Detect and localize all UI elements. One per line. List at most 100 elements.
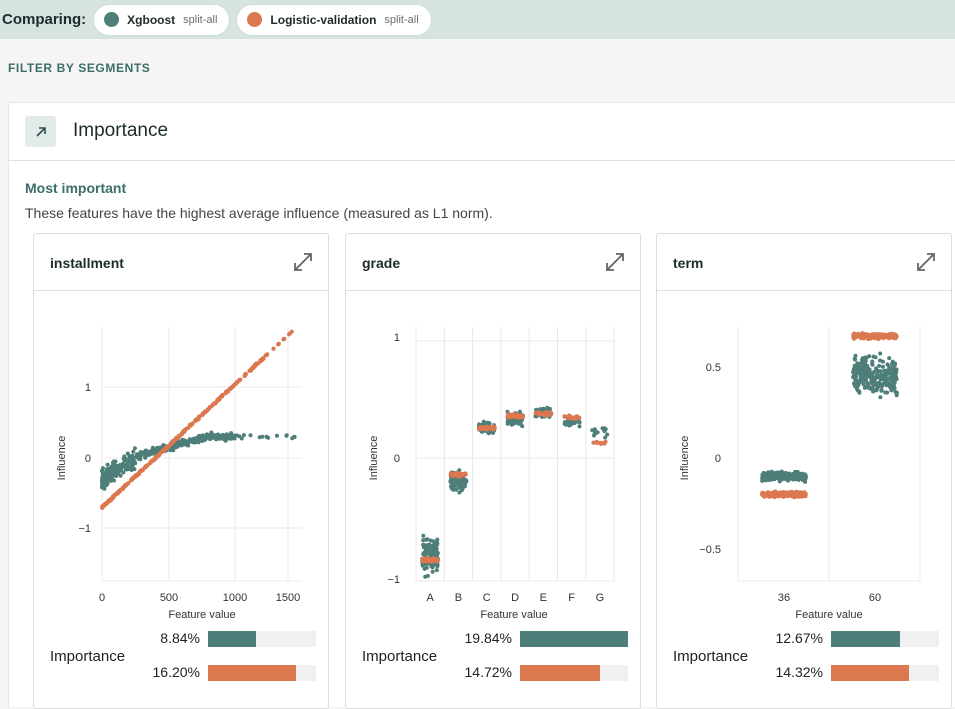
x-tick-label: 1000 (223, 592, 247, 604)
data-point (464, 479, 468, 484)
data-point (290, 436, 295, 441)
data-point (803, 479, 808, 484)
data-point (170, 439, 175, 444)
data-point (213, 437, 218, 442)
data-point (878, 395, 883, 400)
y-tick-label: −1 (387, 574, 400, 586)
data-point (111, 465, 116, 470)
xgboost-importance-bar (520, 631, 628, 647)
data-point (235, 379, 240, 384)
data-point (878, 358, 882, 363)
data-point (148, 460, 153, 465)
data-point (889, 375, 894, 380)
model-pill-xgboost[interactable]: Xgboost split-all (94, 4, 230, 35)
filter-by-segments-link[interactable]: FILTER BY SEGMENTS (8, 61, 151, 75)
data-point (141, 450, 146, 455)
x-axis-label: Feature value (480, 609, 547, 621)
scatter-points (100, 329, 297, 510)
data-point (778, 493, 783, 498)
data-point (137, 452, 142, 457)
data-point (577, 419, 582, 424)
data-point (451, 487, 456, 492)
data-point (876, 369, 881, 374)
card-header: term (657, 234, 951, 291)
data-point (803, 476, 808, 481)
importance-label: Importance (673, 648, 749, 665)
data-point (424, 537, 428, 542)
data-point (857, 332, 862, 337)
data-point (865, 370, 870, 375)
data-point (215, 399, 220, 404)
section-title: Most important (25, 180, 127, 196)
logistic-importance-value: 16.20% (152, 664, 200, 680)
data-point (547, 411, 552, 416)
data-point (874, 366, 878, 371)
data-point (869, 333, 874, 338)
data-point (485, 420, 490, 425)
x-tick-labels: A B C D E F G (426, 592, 604, 604)
panel-header: Importance (9, 103, 955, 161)
data-point (457, 478, 462, 483)
x-tick-label: G (596, 592, 605, 604)
data-point (223, 390, 228, 395)
data-point (454, 487, 459, 492)
bar-fill (208, 665, 297, 681)
data-point (864, 384, 869, 389)
arrow-up-right-icon[interactable] (25, 116, 56, 147)
data-point (795, 492, 800, 497)
data-point (127, 455, 132, 460)
data-point (886, 364, 891, 369)
data-point (264, 434, 269, 439)
data-point (803, 473, 808, 478)
data-point (152, 457, 157, 462)
data-point (515, 419, 520, 424)
data-point (241, 433, 246, 438)
data-point (249, 368, 254, 373)
x-tick-label: 1500 (276, 592, 300, 604)
bar-fill (208, 631, 257, 647)
x-tick-label: 60 (869, 592, 881, 604)
data-point (879, 387, 884, 392)
data-point (425, 573, 430, 578)
section-description: These features have the highest average … (25, 205, 493, 221)
data-point (257, 435, 262, 440)
data-point (122, 454, 127, 459)
data-point (104, 500, 109, 505)
data-point (869, 386, 874, 391)
data-point (891, 382, 896, 387)
data-point (284, 433, 289, 438)
expand-icon[interactable] (604, 251, 626, 273)
data-point (207, 405, 212, 409)
x-tick-label: F (568, 592, 575, 604)
data-point (860, 375, 865, 380)
data-point (886, 372, 891, 376)
expand-icon[interactable] (915, 251, 937, 273)
model-pill-logistic-validation[interactable]: Logistic-validation split-all (237, 4, 431, 35)
data-point (256, 361, 261, 365)
data-point (112, 478, 116, 483)
data-point (873, 355, 878, 360)
data-point (880, 374, 885, 379)
data-point (870, 361, 875, 366)
data-point (889, 388, 894, 393)
y-tick-label: 1 (85, 382, 91, 394)
data-point (893, 334, 898, 339)
data-point (182, 429, 187, 434)
data-point (143, 454, 148, 459)
data-point (853, 365, 858, 370)
x-tick-label: C (483, 592, 491, 604)
data-point (854, 335, 858, 340)
data-point (274, 433, 279, 438)
data-point (100, 505, 105, 510)
xgboost-importance-value: 19.84% (464, 630, 512, 646)
data-point (432, 541, 437, 546)
data-point (770, 469, 774, 474)
data-point (117, 489, 122, 494)
data-point (857, 389, 862, 394)
data-point (197, 438, 202, 443)
data-point (112, 493, 117, 498)
data-point (176, 433, 181, 438)
expand-icon[interactable] (292, 251, 314, 273)
comparison-bar: Comparing: Xgboost split-all Logistic-va… (0, 0, 955, 39)
data-point (147, 452, 152, 457)
